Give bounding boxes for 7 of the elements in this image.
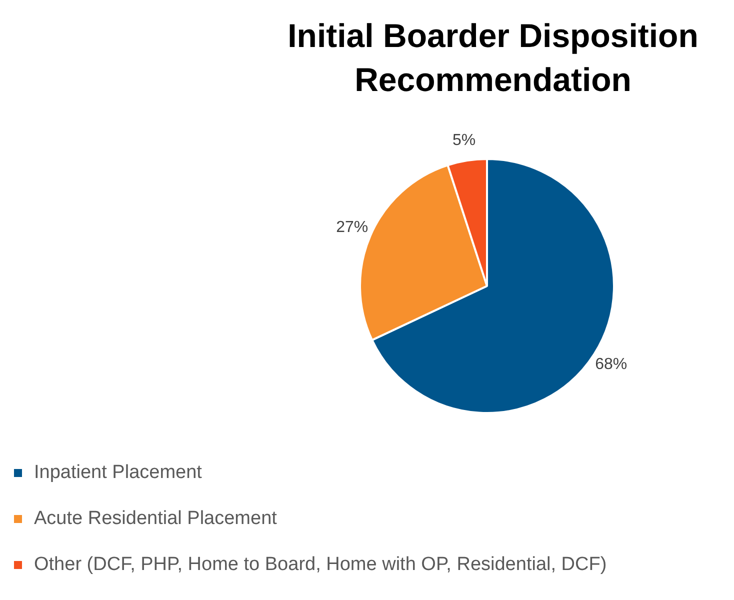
data-label: 27%	[336, 219, 368, 236]
chart-title: Initial Boarder Disposition Recommendation	[286, 16, 700, 100]
legend-label: Inpatient Placement	[34, 462, 202, 484]
data-label: 68%	[595, 356, 628, 374]
legend-label: Acute Residential Placement	[34, 508, 277, 530]
data-label: 5%	[452, 132, 476, 150]
legend-label: Other (DCF, PHP, Home to Board, Home with OP, Residential, DCF)	[34, 554, 607, 576]
